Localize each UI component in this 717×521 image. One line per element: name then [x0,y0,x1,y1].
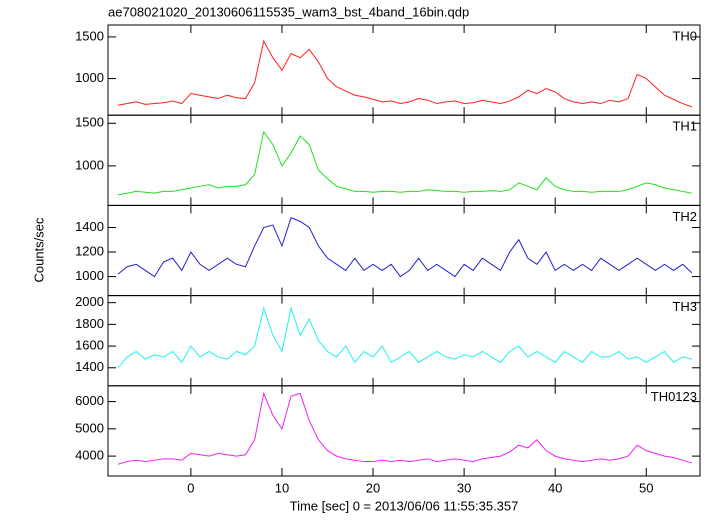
y-tick-label: 5000 [75,420,104,435]
y-tick-label: 6000 [75,393,104,408]
x-tick-label: 10 [275,480,289,495]
panel-label: TH1 [672,119,697,134]
data-line [117,306,692,369]
y-axis-label: Counts/sec [31,217,46,283]
data-line [117,39,692,108]
panel-label: TH2 [672,209,697,224]
chart-title: ae708021020_20130606115535_wam3_bst_4ban… [108,4,469,19]
y-tick-label: 1500 [75,28,104,43]
x-tick-label: 30 [457,480,471,495]
x-tick-label: 50 [639,480,653,495]
x-tick-label: 20 [366,480,380,495]
x-tick-label: 0 [187,480,194,495]
y-tick-label: 1400 [75,359,104,374]
x-axis-label: Time [sec] 0 = 2013/06/06 11:55:35.357 [290,498,519,513]
data-line [117,391,692,465]
y-tick-label: 4000 [75,448,104,463]
y-tick-label: 1500 [75,115,104,130]
panel-label: TH0 [672,28,697,43]
y-tick-label: 1000 [75,70,104,85]
y-tick-label: 1000 [75,268,104,283]
panel-frame [107,24,701,116]
data-line [117,130,692,196]
panel-label: TH3 [672,299,697,314]
y-tick-label: 2000 [75,294,104,309]
y-tick-label: 1000 [75,157,104,172]
panel-frame [107,385,701,477]
data-line [117,217,693,278]
panel-frame [107,295,701,387]
y-tick-label: 1200 [75,243,104,258]
y-tick-label: 1400 [75,219,104,234]
panel-frame [107,204,701,297]
y-tick-label: 1800 [75,316,104,331]
panel-label: TH0123 [651,389,697,404]
x-tick-label: 40 [548,480,562,495]
y-tick-label: 1600 [75,338,104,353]
